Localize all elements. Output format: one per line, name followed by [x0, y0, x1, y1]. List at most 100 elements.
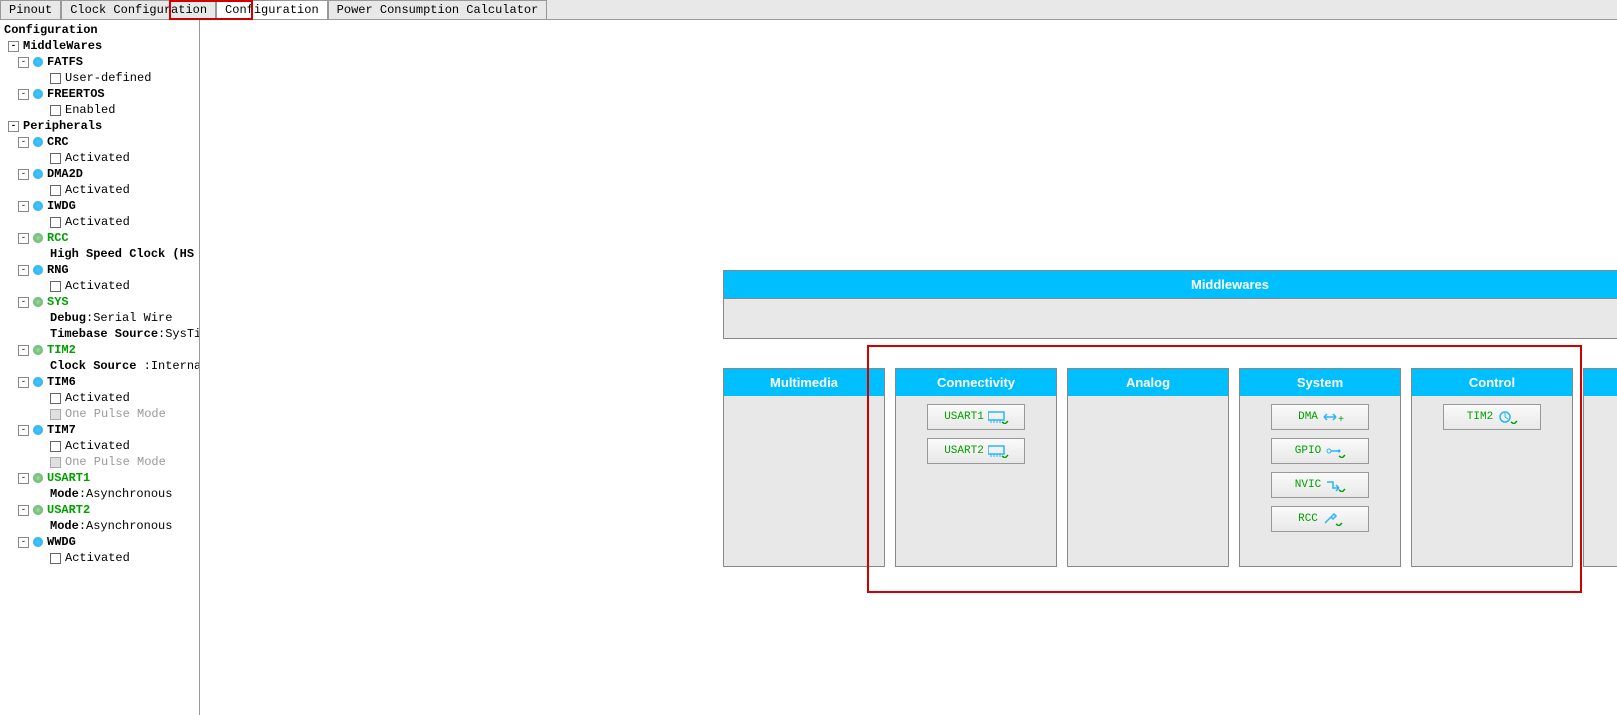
checkbox-icon[interactable]: [50, 73, 61, 84]
tree-root: Configuration: [0, 22, 199, 38]
node-label: FREERTOS: [47, 87, 105, 101]
bullet-icon: [33, 137, 43, 147]
tree-toggler-icon[interactable]: -: [18, 297, 29, 308]
tree-leaf-dma2d-activated[interactable]: Activated: [0, 182, 199, 198]
leaf-label: Mode:Asynchronous: [50, 487, 172, 501]
category-system: System DMA + GPIO NVIC RCC: [1239, 368, 1401, 567]
tree-toggler-icon[interactable]: -: [18, 169, 29, 180]
bullet-icon: [33, 169, 43, 179]
periph-button-nvic[interactable]: NVIC: [1271, 472, 1369, 498]
checkbox-icon: [50, 457, 61, 468]
tree-node-crc[interactable]: - CRC: [0, 134, 199, 150]
tree-leaf-rcc-hsc[interactable]: High Speed Clock (HS: [0, 246, 199, 262]
periph-button-usart1[interactable]: USART1: [927, 404, 1025, 430]
tree-leaf-usart1-mode[interactable]: Mode:Asynchronous: [0, 486, 199, 502]
tree-node-tim6[interactable]: - TIM6: [0, 374, 199, 390]
nvic-icon: [1325, 478, 1345, 492]
checkbox-icon[interactable]: [50, 441, 61, 452]
checkbox-icon[interactable]: [50, 185, 61, 196]
periph-button-tim2[interactable]: TIM2: [1443, 404, 1541, 430]
main-container: Configuration - MiddleWares - FATFS User…: [0, 20, 1617, 715]
periph-button-dma[interactable]: DMA +: [1271, 404, 1369, 430]
checkbox-icon[interactable]: [50, 393, 61, 404]
leaf-label: Activated: [65, 391, 130, 405]
tab-configuration[interactable]: Configuration: [216, 0, 328, 19]
tree-leaf-wwdg-activated[interactable]: Activated: [0, 550, 199, 566]
tree-leaf-tim2-clocksource[interactable]: Clock Source :Interna: [0, 358, 199, 374]
tree-node-sys[interactable]: - SYS: [0, 294, 199, 310]
node-label: FATFS: [47, 55, 83, 69]
tree-node-usart2[interactable]: - USART2: [0, 502, 199, 518]
tree-leaf-tim7-activated[interactable]: Activated: [0, 438, 199, 454]
middlewares-header[interactable]: Middlewares: [723, 270, 1617, 299]
category-body: [1584, 396, 1617, 566]
tab-clock-configuration[interactable]: Clock Configuration: [61, 0, 216, 19]
periph-button-rcc[interactable]: RCC: [1271, 506, 1369, 532]
node-label: TIM7: [47, 423, 76, 437]
tree-toggler-icon[interactable]: -: [18, 537, 29, 548]
tree-toggler-icon[interactable]: -: [18, 377, 29, 388]
bullet-icon: [33, 345, 43, 355]
tree-leaf-freertos-enabled[interactable]: Enabled: [0, 102, 199, 118]
tree-leaf-usart2-mode[interactable]: Mode:Asynchronous: [0, 518, 199, 534]
tree-node-wwdg[interactable]: - WWDG: [0, 534, 199, 550]
tree-toggler-icon[interactable]: -: [18, 345, 29, 356]
tree-toggler-icon[interactable]: -: [18, 201, 29, 212]
category-header[interactable]: Multimedia: [724, 369, 884, 396]
checkbox-icon[interactable]: [50, 281, 61, 292]
tree-node-tim7[interactable]: - TIM7: [0, 422, 199, 438]
checkbox-icon[interactable]: [50, 553, 61, 564]
checkbox-icon[interactable]: [50, 105, 61, 116]
tab-pinout[interactable]: Pinout: [0, 0, 61, 19]
tree-toggler-icon[interactable]: -: [8, 41, 19, 52]
tree-section-label: MiddleWares: [23, 39, 102, 53]
node-label: SYS: [47, 295, 69, 309]
category-header[interactable]: System: [1240, 369, 1400, 396]
tree-toggler-icon[interactable]: -: [18, 265, 29, 276]
tree-toggler-icon[interactable]: -: [18, 505, 29, 516]
tab-power-consumption[interactable]: Power Consumption Calculator: [328, 0, 548, 19]
checkbox-icon[interactable]: [50, 153, 61, 164]
tree-toggler-icon[interactable]: -: [18, 233, 29, 244]
tree-node-fatfs[interactable]: - FATFS: [0, 54, 199, 70]
tree-node-tim2[interactable]: - TIM2: [0, 342, 199, 358]
middlewares-panel: Middlewares: [723, 270, 1617, 339]
tree-toggler-icon[interactable]: -: [18, 473, 29, 484]
tree-leaf-iwdg-activated[interactable]: Activated: [0, 214, 199, 230]
category-security: Security: [1583, 368, 1617, 567]
category-control: Control TIM2: [1411, 368, 1573, 567]
tree-leaf-crc-activated[interactable]: Activated: [0, 150, 199, 166]
node-label: TIM6: [47, 375, 76, 389]
periph-button-usart2[interactable]: USART2: [927, 438, 1025, 464]
checkbox-icon[interactable]: [50, 217, 61, 228]
tree-leaf-sys-timebase[interactable]: Timebase Source:SysTi: [0, 326, 199, 342]
tree-leaf-tim6-activated[interactable]: Activated: [0, 390, 199, 406]
node-label: TIM2: [47, 343, 76, 357]
tree-toggler-icon[interactable]: -: [18, 425, 29, 436]
category-header[interactable]: Security: [1584, 369, 1617, 396]
bullet-icon: [33, 425, 43, 435]
tree-section-middlewares[interactable]: - MiddleWares: [0, 38, 199, 54]
category-multimedia: Multimedia: [723, 368, 885, 567]
tree-toggler-icon[interactable]: -: [18, 137, 29, 148]
tree-leaf-fatfs-userdefined[interactable]: User-defined: [0, 70, 199, 86]
category-header[interactable]: Connectivity: [896, 369, 1056, 396]
tree-section-peripherals[interactable]: - Peripherals: [0, 118, 199, 134]
timer-icon: [1497, 410, 1517, 424]
tree-node-dma2d[interactable]: - DMA2D: [0, 166, 199, 182]
tree-node-rng[interactable]: - RNG: [0, 262, 199, 278]
tree-toggler-icon[interactable]: -: [18, 57, 29, 68]
tree-toggler-icon[interactable]: -: [8, 121, 19, 132]
tree-leaf-sys-debug[interactable]: Debug:Serial Wire: [0, 310, 199, 326]
dma-icon: +: [1322, 410, 1342, 424]
periph-button-gpio[interactable]: GPIO: [1271, 438, 1369, 464]
tree-node-usart1[interactable]: - USART1: [0, 470, 199, 486]
tree-leaf-rng-activated[interactable]: Activated: [0, 278, 199, 294]
tree-toggler-icon[interactable]: -: [18, 89, 29, 100]
category-header[interactable]: Analog: [1068, 369, 1228, 396]
tree-node-freertos[interactable]: - FREERTOS: [0, 86, 199, 102]
category-header[interactable]: Control: [1412, 369, 1572, 396]
node-label: CRC: [47, 135, 69, 149]
tree-node-rcc[interactable]: - RCC: [0, 230, 199, 246]
tree-node-iwdg[interactable]: - IWDG: [0, 198, 199, 214]
